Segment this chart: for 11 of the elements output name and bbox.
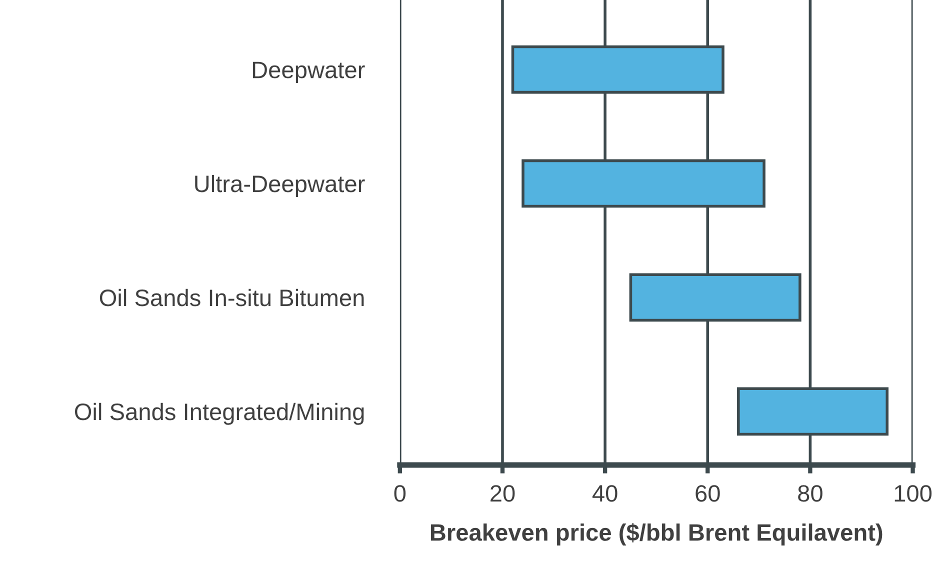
y-tick-label: Deepwater bbox=[252, 62, 365, 83]
y-tick-label: Ultra-Deepwater bbox=[195, 174, 365, 197]
x-axis-title: Breakeven price ($/bbl Brent Equilavent) bbox=[430, 523, 882, 546]
x-tick-label: 20 bbox=[490, 485, 515, 502]
x-tick-label: 60 bbox=[696, 485, 720, 502]
x-tick-label: 0 bbox=[394, 485, 406, 502]
y-tick-label: Oil Sands Integrated/Mining bbox=[74, 402, 364, 425]
x-tick-label: 80 bbox=[798, 485, 822, 502]
y-tick-label: Oil Sands In-situ Bitumen bbox=[100, 288, 364, 306]
x-tick-label: 40 bbox=[592, 485, 618, 502]
x-tick-label: 100 bbox=[894, 485, 932, 502]
